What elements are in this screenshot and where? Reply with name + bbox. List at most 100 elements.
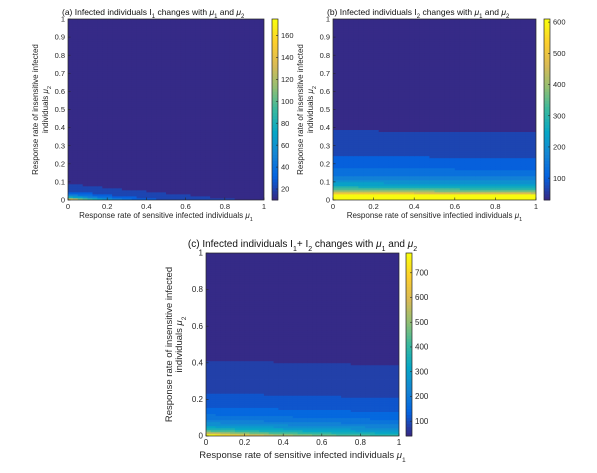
heatmap-cell bbox=[333, 175, 339, 179]
heatmap-cell bbox=[239, 173, 245, 177]
heatmap-cell bbox=[146, 135, 152, 139]
heatmap-cell bbox=[383, 167, 390, 171]
heatmap-cell bbox=[470, 189, 476, 193]
heatmap-cell bbox=[190, 135, 196, 139]
heatmap-cell bbox=[117, 65, 123, 68]
heatmap-cell bbox=[505, 155, 512, 159]
heatmap-cell bbox=[126, 151, 133, 155]
heatmap-cell bbox=[254, 69, 260, 72]
heatmap-cell bbox=[161, 37, 167, 40]
heatmap-cell bbox=[404, 177, 410, 181]
heatmap-cell bbox=[190, 163, 196, 167]
heatmap-cell bbox=[185, 91, 191, 94]
heatmap-cell bbox=[200, 195, 206, 199]
heatmap-cell bbox=[368, 135, 374, 139]
heatmap-cell bbox=[166, 27, 172, 30]
heatmap-cell bbox=[254, 99, 260, 102]
heatmap-cell bbox=[87, 175, 93, 179]
heatmap-cell bbox=[121, 85, 128, 88]
heatmap-cell bbox=[185, 129, 191, 133]
heatmap-cell bbox=[102, 81, 108, 84]
heatmap-cell bbox=[112, 145, 118, 149]
heatmap-cell bbox=[117, 129, 123, 133]
heatmap-cell bbox=[141, 135, 147, 139]
heatmap-cell bbox=[398, 181, 405, 185]
heatmap-cell bbox=[219, 103, 226, 106]
heatmap-cell bbox=[112, 93, 118, 96]
heatmap-cell bbox=[449, 151, 456, 155]
heatmap-cell bbox=[170, 143, 177, 147]
heatmap-cell bbox=[254, 187, 260, 191]
heatmap-cell bbox=[82, 77, 88, 80]
heatmap-cell bbox=[107, 41, 113, 44]
heatmap-cell bbox=[112, 59, 118, 62]
heatmap-cell bbox=[180, 139, 186, 143]
heatmap-cell bbox=[87, 41, 93, 44]
heatmap-cell bbox=[378, 171, 385, 175]
heatmap-cell bbox=[475, 165, 481, 169]
heatmap-cell bbox=[146, 31, 152, 34]
heatmap-cell bbox=[378, 139, 385, 143]
heatmap-cell bbox=[151, 37, 157, 40]
heatmap-cell bbox=[102, 193, 108, 197]
heatmap-cell bbox=[166, 71, 172, 74]
heatmap-cell bbox=[414, 185, 420, 189]
heatmap-cell bbox=[185, 145, 191, 149]
heatmap-cell bbox=[180, 19, 186, 22]
heatmap-cell bbox=[439, 189, 446, 193]
heatmap-cell bbox=[215, 29, 221, 32]
heatmap-cell bbox=[112, 139, 118, 143]
heatmap-cell bbox=[343, 151, 349, 155]
heatmap-cell bbox=[259, 177, 264, 181]
heatmap-cell bbox=[419, 163, 425, 167]
heatmap-cell bbox=[82, 67, 88, 70]
heatmap-cell bbox=[224, 39, 231, 42]
heatmap-cell bbox=[475, 157, 481, 161]
heatmap-cell bbox=[244, 107, 250, 110]
heatmap-cell bbox=[126, 193, 133, 197]
heatmap-cell bbox=[195, 101, 201, 104]
heatmap-cell bbox=[170, 73, 177, 76]
y-axis-label-line1: Response rate of insensitive infected bbox=[31, 44, 40, 175]
heatmap-cell bbox=[393, 195, 400, 199]
heatmap-cell bbox=[449, 191, 456, 195]
heatmap-cell bbox=[459, 167, 466, 171]
heatmap-cell bbox=[97, 63, 103, 66]
heatmap-cell bbox=[254, 63, 260, 66]
heatmap-cell bbox=[185, 119, 191, 122]
heatmap-cell bbox=[234, 23, 240, 26]
heatmap-cell bbox=[82, 147, 88, 151]
heatmap-cell bbox=[68, 153, 74, 157]
heatmap-cell bbox=[200, 71, 206, 74]
heatmap-cell bbox=[180, 45, 186, 48]
heatmap-cell bbox=[195, 93, 201, 96]
heatmap-cell bbox=[112, 125, 118, 128]
heatmap-cell bbox=[136, 113, 142, 116]
heatmap-cell bbox=[68, 143, 74, 147]
heatmap-cell bbox=[515, 149, 522, 153]
heatmap-cell bbox=[475, 151, 481, 155]
heatmap-cell bbox=[68, 57, 74, 60]
heatmap-cell bbox=[151, 91, 157, 94]
heatmap-cell bbox=[229, 179, 235, 183]
heatmap-cell bbox=[82, 191, 88, 195]
heatmap-cell bbox=[239, 47, 245, 50]
heatmap-cell bbox=[141, 25, 147, 28]
heatmap-cell bbox=[131, 47, 137, 50]
heatmap-cell bbox=[126, 77, 133, 80]
heatmap-cell bbox=[146, 107, 152, 110]
heatmap-cell bbox=[146, 109, 152, 112]
heatmap-cell bbox=[112, 23, 118, 26]
heatmap-cell bbox=[444, 195, 451, 199]
heatmap-cell bbox=[170, 135, 177, 139]
heatmap-cell bbox=[249, 21, 255, 24]
heatmap-cell bbox=[68, 55, 74, 58]
heatmap-cell bbox=[68, 197, 74, 200]
heatmap-cell bbox=[530, 139, 536, 143]
heatmap-cell bbox=[495, 177, 501, 181]
heatmap-cell bbox=[388, 165, 395, 169]
heatmap-cell bbox=[378, 155, 385, 159]
heatmap-cell bbox=[249, 57, 255, 60]
heatmap-cell bbox=[92, 177, 98, 181]
heatmap-cell bbox=[166, 91, 172, 94]
